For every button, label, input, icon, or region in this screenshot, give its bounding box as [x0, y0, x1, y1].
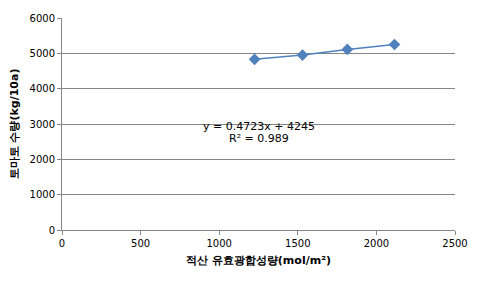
svg-text:1500: 1500 — [285, 238, 310, 249]
svg-text:0: 0 — [59, 238, 65, 249]
svg-text:적산 유효광합성량(mol/m²): 적산 유효광합성량(mol/m²) — [186, 254, 331, 267]
svg-text:1000: 1000 — [206, 238, 231, 249]
svg-text:5000: 5000 — [30, 48, 55, 59]
svg-text:R² = 0.989: R² = 0.989 — [229, 132, 289, 145]
svg-text:토마토 수량(kg/10a): 토마토 수량(kg/10a) — [8, 69, 21, 180]
svg-text:4000: 4000 — [30, 83, 55, 94]
svg-text:2000: 2000 — [30, 154, 55, 165]
svg-text:y = 0.4723x + 4245: y = 0.4723x + 4245 — [203, 120, 315, 133]
svg-text:2500: 2500 — [442, 238, 467, 249]
svg-text:0: 0 — [49, 225, 55, 236]
svg-text:1000: 1000 — [30, 189, 55, 200]
svg-text:6000: 6000 — [30, 13, 55, 24]
svg-text:2000: 2000 — [364, 238, 389, 249]
svg-text:500: 500 — [131, 238, 150, 249]
svg-text:3000: 3000 — [30, 119, 55, 130]
